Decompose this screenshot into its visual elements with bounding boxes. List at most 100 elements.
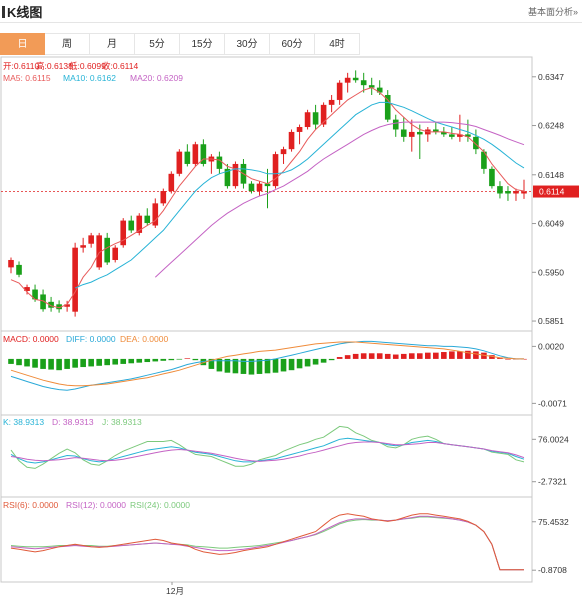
rsi12-line [10,515,524,571]
candle-body [264,183,271,187]
macd-bar [489,355,495,359]
candle-body [144,215,151,224]
macd-bar [304,358,311,367]
candle-body [473,136,479,150]
k-legend: K: 38.9313 [3,417,44,427]
macd-bar [176,358,183,360]
price-tick-label: 0.5851 [538,316,564,326]
candle-body [80,245,86,248]
diff-legend: DIFF: 0.0000 [66,334,116,344]
fundamental-analysis-link[interactable]: 基本面分析» [527,7,578,17]
tab-0[interactable]: 日 [0,33,45,55]
macd-bar [248,358,255,375]
candle-body [40,294,46,310]
macd-bar [8,358,14,364]
dea-line [10,341,524,387]
candle-body [312,112,319,125]
macd-bar [280,358,287,372]
ma5-line [10,87,525,309]
candle-body [64,304,70,307]
macd-bar [368,353,375,359]
page-title: K线图 [2,2,42,21]
macd-bar [320,358,327,363]
d-legend: D: 38.9313 [52,417,94,427]
macd-bar [272,358,279,373]
macd-bar [352,353,359,359]
tab-2[interactable]: 月 [90,33,135,55]
candle-body [328,99,335,105]
candle-body [88,235,94,244]
candle-body [176,151,183,174]
tab-6[interactable]: 60分 [270,33,315,55]
candle-body [320,104,327,125]
rsi-tick-label: 75.4532 [538,517,569,527]
candle-body [56,304,62,310]
macd-bar [441,352,447,359]
macd-bar [416,353,423,359]
candle-body [32,289,38,300]
pane-frame-3 [0,496,533,583]
candle-body [16,264,22,275]
candle-body [481,151,487,169]
macd-bar [80,358,86,368]
tab-1[interactable]: 周 [45,33,90,55]
kdj-tick-label: -2.7321 [538,477,567,487]
candle-body [400,129,407,137]
candle-body [112,247,119,260]
d-line [10,441,525,462]
rsi-tick-label: -0.8708 [538,565,567,575]
macd-bar [120,358,127,364]
macd-bar [449,351,455,359]
macd-bar [433,352,439,359]
macd-bar [360,353,367,359]
price-tick-label: 0.6248 [538,121,564,131]
tab-7[interactable]: 4时 [315,33,360,55]
macd-tick-label: 0.0020 [538,341,564,351]
candle-body [441,131,447,135]
candle-body [168,173,175,192]
macd-bar [32,358,38,368]
macd-bar [16,358,22,366]
candle-body [272,154,279,187]
macd-bar [112,358,119,365]
macd-bar [288,358,295,371]
ohlc-open: 开:0.6110 [3,61,40,71]
ohlc-high: 高:0.6138 [36,61,73,71]
macd-bar [328,358,335,361]
macd-bar [48,358,54,370]
tab-5[interactable]: 30分 [225,33,270,55]
macd-bar [216,358,223,372]
title-marker-icon [2,6,5,18]
candle-body [256,183,263,192]
macd-bar [465,350,471,359]
candle-body [288,131,295,150]
candle-body [200,144,207,164]
macd-bar [344,355,351,359]
tab-3[interactable]: 5分 [135,33,180,55]
candle-body [449,134,455,137]
candle-body [408,131,415,137]
macd-bar [376,353,383,359]
macd-bar [336,357,343,359]
candle-body [489,168,495,187]
price-tick-label: 0.6347 [538,72,564,82]
candle-body [521,191,527,194]
macd-bar [184,358,191,359]
candle-body [216,156,223,169]
macd-bar [40,358,46,369]
macd-bar [64,358,70,369]
candle-body [152,203,159,226]
tab-4[interactable]: 15分 [180,33,225,55]
rsi6-legend: RSI(6): 0.0000 [3,500,59,510]
current-price-label: 0.6114 [539,187,565,197]
candle-body [344,77,351,83]
candle-body [72,247,78,312]
macd-bar [296,358,303,369]
candle-body [497,186,503,194]
candle-body [296,127,303,132]
macd-bar [24,358,30,367]
j-line [10,425,525,469]
dea-legend: DEA: 0.0000 [120,334,168,344]
candle-body [104,237,110,263]
candle-body [416,131,423,135]
